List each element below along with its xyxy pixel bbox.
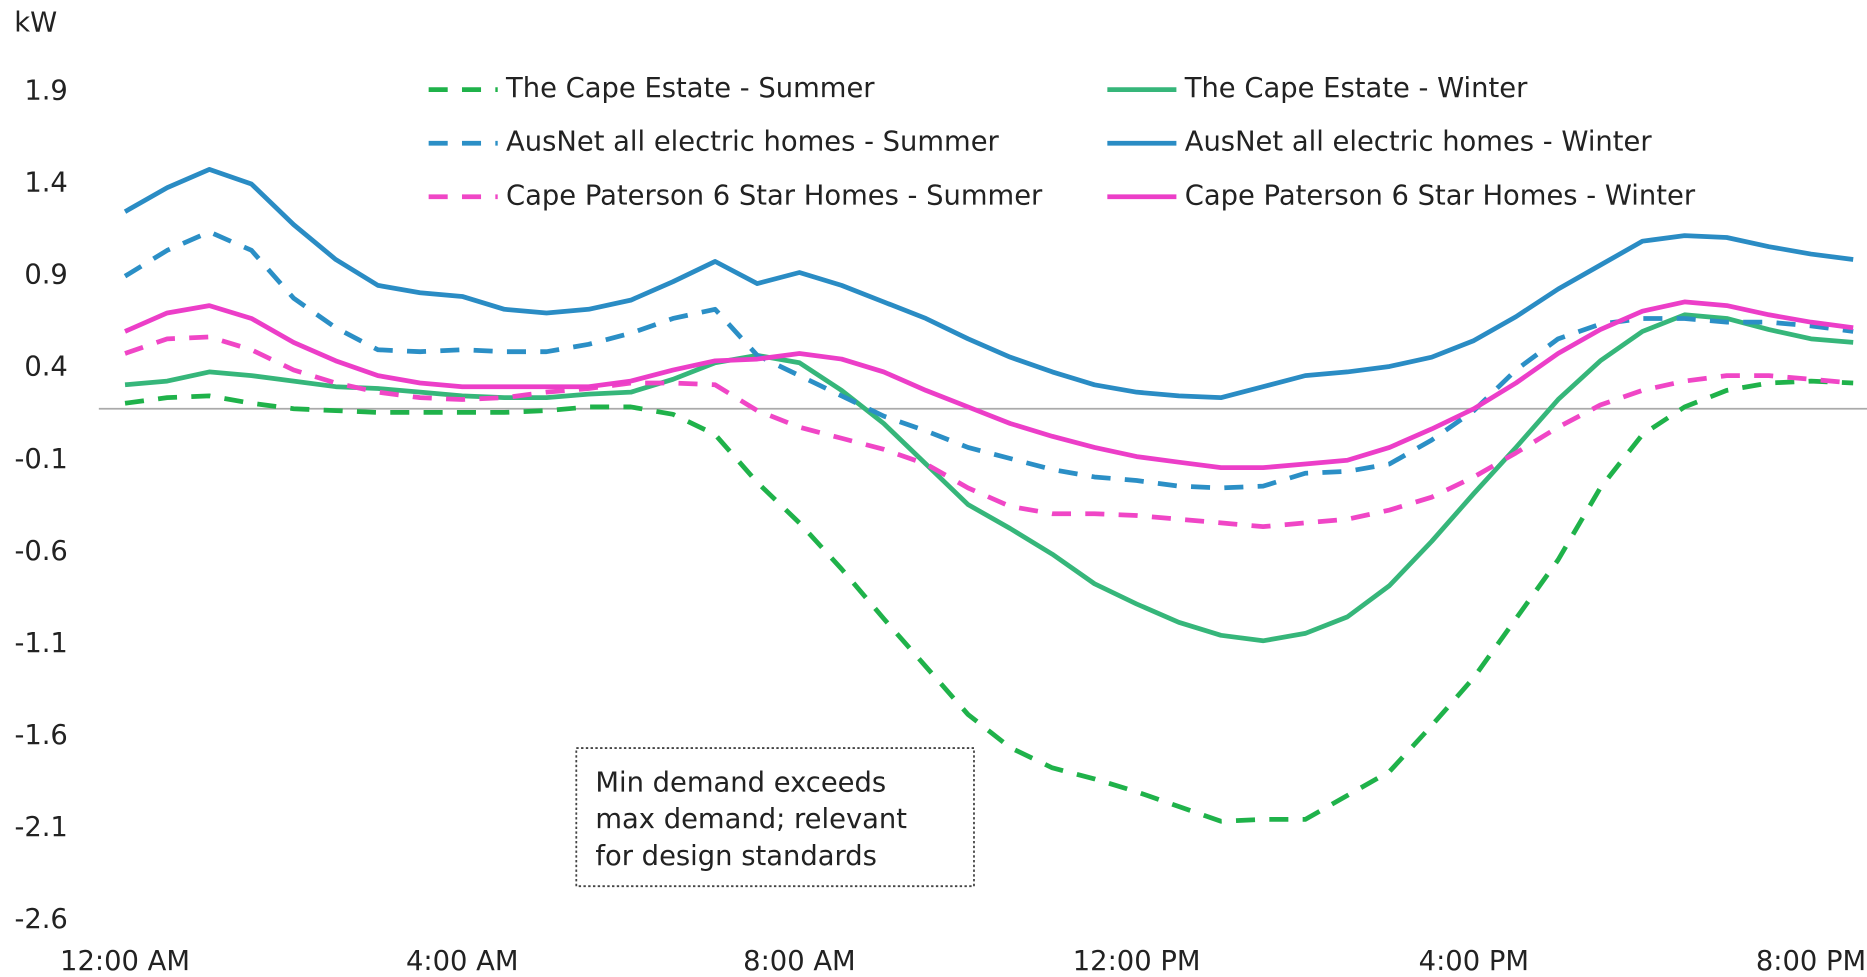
legend-label: Cape Paterson 6 Star Homes - Summer <box>506 180 1043 211</box>
legend-label: The Cape Estate - Winter <box>1184 73 1528 104</box>
x-tick-label: 8:00 PM <box>1756 946 1866 977</box>
annotation-text: for design standards <box>595 841 877 872</box>
y-tick-label: -0.1 <box>14 444 67 475</box>
series-line <box>124 299 1854 471</box>
y-tick-label: -1.6 <box>14 720 67 751</box>
x-tick-label: 8:00 AM <box>743 946 856 977</box>
series-line <box>124 334 1854 529</box>
x-tick-label: 4:00 PM <box>1419 946 1529 977</box>
annotation-box <box>575 747 975 888</box>
y-tick-label: 0.4 <box>24 352 68 383</box>
series-line <box>124 378 1854 824</box>
y-tick-label: 1.4 <box>24 168 68 199</box>
legend-label: AusNet all electric homes - Summer <box>506 127 1000 158</box>
legend-label: AusNet all electric homes - Winter <box>1185 127 1653 158</box>
y-tick-label: -0.6 <box>14 536 67 567</box>
legend-label: Cape Paterson 6 Star Homes - Winter <box>1185 180 1696 211</box>
legend-label: The Cape Estate - Summer <box>505 73 875 104</box>
y-tick-label: 0.9 <box>24 260 68 291</box>
series-line <box>124 312 1854 644</box>
x-tick-label: 12:00 PM <box>1073 946 1201 977</box>
annotation-text: max demand; relevant <box>595 804 907 835</box>
y-tick-label: 1.9 <box>24 76 68 107</box>
annotation-text: Min demand exceeds <box>595 767 886 798</box>
x-tick-label: 4:00 AM <box>406 946 519 977</box>
y-tick-label: -1.1 <box>14 628 67 659</box>
series-line <box>123 229 1854 491</box>
x-tick-label: 12:00 AM <box>60 946 190 977</box>
y-axis-label: kW <box>14 8 57 39</box>
y-tick-label: -2.1 <box>14 812 67 843</box>
y-tick-label: -2.6 <box>14 904 67 935</box>
series-line <box>123 167 1854 401</box>
